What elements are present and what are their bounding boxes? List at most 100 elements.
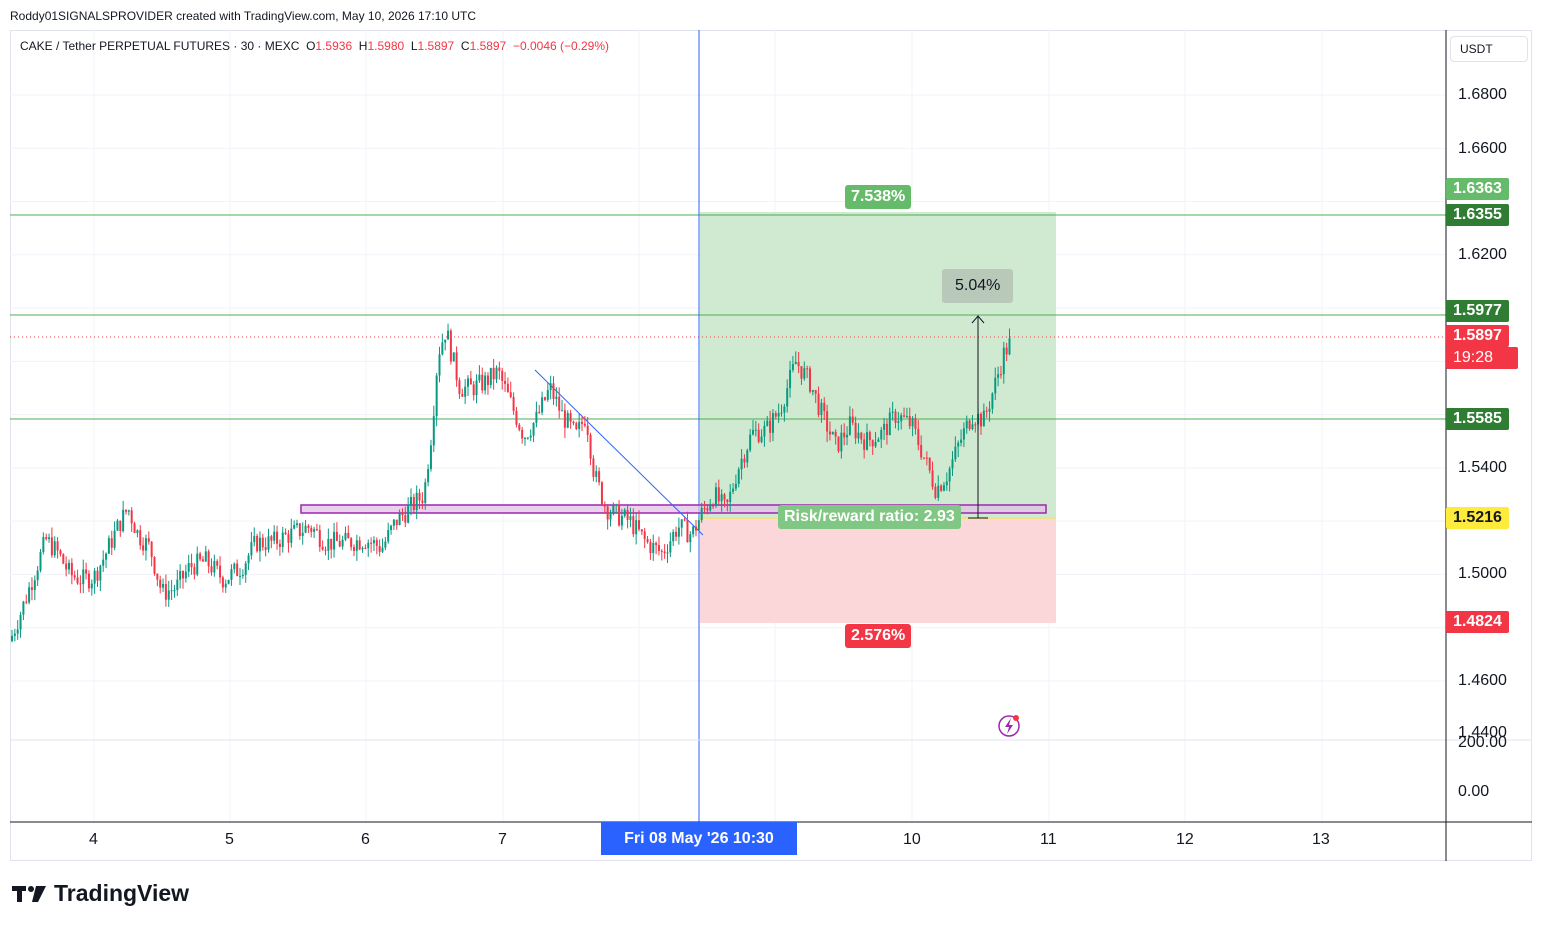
candle-body [723, 494, 726, 500]
candle-body [1005, 347, 1008, 355]
candle-body [236, 563, 239, 576]
candle-body [16, 629, 19, 634]
candle-body [717, 487, 720, 502]
candle-body [176, 579, 179, 591]
price-label-level[interactable]: 1.5977 [1446, 300, 1509, 322]
candle-body [401, 512, 404, 516]
currency-button[interactable]: USDT [1450, 36, 1528, 62]
candle-body [757, 429, 760, 443]
price-label-entry[interactable]: 1.5216 [1446, 507, 1509, 529]
candle-body [809, 368, 811, 392]
measure-percent-label[interactable]: 5.04% [942, 269, 1014, 303]
price-label-last[interactable]: 1.5897 [1446, 325, 1509, 347]
lightning-icon[interactable] [998, 715, 1020, 737]
support-zone-rect[interactable] [300, 504, 1047, 514]
price-label-level[interactable]: 1.5585 [1446, 408, 1509, 430]
candle-body [729, 491, 732, 503]
price-tick: 1.5400 [1458, 459, 1507, 476]
candle-body [640, 529, 643, 532]
candle-body [290, 528, 293, 543]
trendline[interactable] [534, 369, 704, 536]
stop-percent-label[interactable]: 2.576% [845, 624, 912, 648]
candle-body [150, 541, 153, 558]
candle-body [467, 378, 469, 387]
candle-body [39, 552, 42, 571]
candle-body [127, 510, 130, 512]
candle-body [410, 496, 412, 506]
candle-body [461, 393, 464, 397]
candle-body [603, 504, 606, 507]
candle-body [495, 367, 498, 380]
candle-body [894, 411, 897, 423]
candle-body [102, 559, 105, 566]
candle-body [253, 535, 256, 543]
candle-body [774, 413, 777, 417]
candle-body [147, 538, 150, 542]
candle-body [846, 434, 849, 438]
candle-body [1002, 347, 1005, 375]
candle-body [224, 583, 227, 588]
price-label-level[interactable]: 1.6355 [1446, 204, 1509, 226]
candle-body [187, 563, 190, 572]
candle-body [230, 569, 233, 580]
candle-body [606, 506, 609, 520]
candle-body [70, 562, 73, 576]
candle-body [823, 402, 826, 412]
candle-body [56, 541, 59, 551]
candle-body [22, 601, 25, 615]
candle-body [962, 428, 965, 440]
candle-body [30, 587, 33, 590]
candle-body [48, 537, 51, 540]
tradingview-logo[interactable]: TradingView [12, 880, 189, 907]
candle-body [375, 540, 378, 546]
candle-body [752, 430, 754, 435]
loss-zone[interactable] [700, 518, 1056, 623]
candle-body [532, 422, 535, 436]
time-tick: 12 [1176, 831, 1194, 848]
candle-body [877, 439, 880, 442]
candle-body [780, 412, 783, 414]
countdown-label: 19:28 [1446, 347, 1518, 369]
symbol-legend[interactable]: CAKE / Tether PERPETUAL FUTURES · 30 · M… [20, 39, 609, 53]
time-tick: 10 [903, 831, 921, 848]
candle-body [412, 496, 415, 510]
candle-body [623, 509, 626, 516]
candle-body [931, 470, 934, 487]
candle-body [427, 469, 430, 483]
candle-body [942, 485, 945, 491]
candle-body [923, 457, 925, 459]
time-tick: 4 [89, 831, 98, 848]
candle-body [392, 519, 395, 526]
tradingview-logo-text: TradingView [54, 880, 190, 906]
candle-body [381, 547, 384, 552]
candle-body [552, 383, 555, 399]
candle-body [999, 374, 1002, 376]
candle-body [364, 547, 367, 549]
open-value: 1.5936 [315, 39, 353, 53]
candle-body [65, 563, 68, 570]
candle-body [424, 482, 427, 504]
target-percent-label[interactable]: 7.538% [845, 185, 912, 209]
candle-body [703, 508, 706, 510]
candle-body [264, 547, 267, 550]
candle-body [85, 569, 88, 574]
risk-reward-label[interactable]: Risk/reward ratio: 2.93 [778, 505, 961, 529]
candle-body [398, 512, 401, 526]
candle-body [524, 438, 526, 440]
candle-body [358, 540, 361, 550]
candle-body [512, 397, 515, 411]
price-label-stop[interactable]: 1.4824 [1446, 611, 1509, 633]
candle-body [740, 458, 743, 470]
profit-zone[interactable] [700, 212, 1056, 518]
candle-body [298, 523, 301, 537]
candle-body [73, 575, 76, 578]
price-label-target[interactable]: 1.6363 [1446, 178, 1509, 200]
candle-body [404, 515, 407, 523]
indicator-tick: 200.00 [1458, 734, 1507, 751]
candle-body [837, 436, 840, 452]
candle-body [76, 577, 79, 584]
candle-body [486, 375, 489, 385]
price-tick: 1.4400 [1458, 724, 1507, 741]
candle-body [911, 418, 914, 427]
